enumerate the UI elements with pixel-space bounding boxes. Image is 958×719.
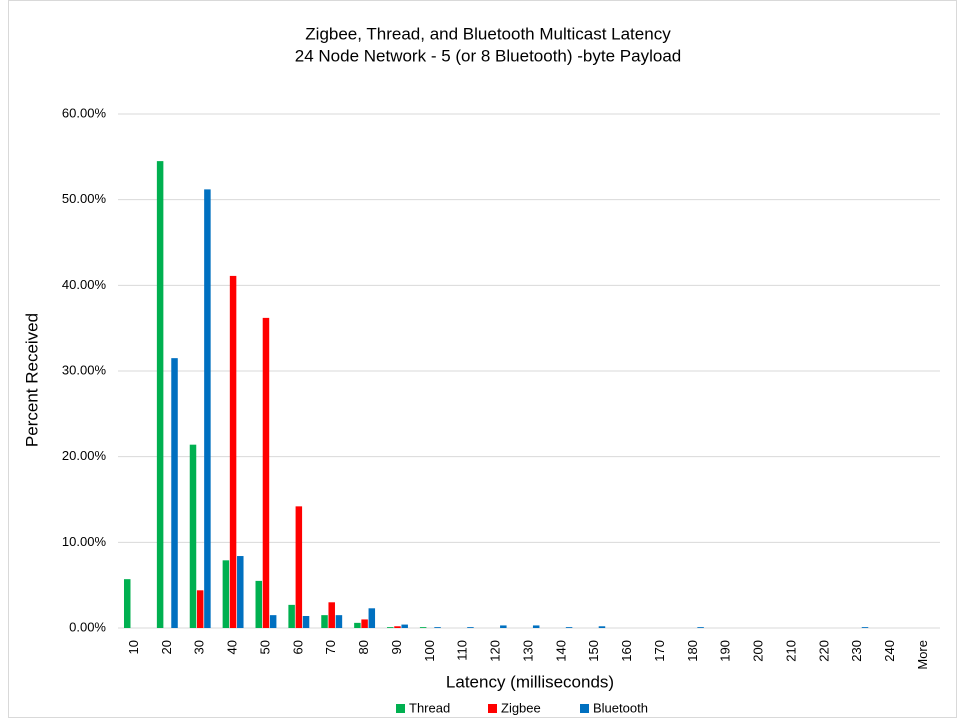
y-tick-label: 10.00% <box>62 534 107 549</box>
bar <box>302 616 310 628</box>
bar <box>697 627 704 628</box>
x-tick-label: 60 <box>290 640 305 654</box>
bar <box>861 627 869 628</box>
bar <box>434 627 441 628</box>
legend-swatch <box>396 704 405 713</box>
bar <box>229 275 237 628</box>
legend-swatch <box>580 704 589 713</box>
legend-swatch <box>488 704 497 713</box>
x-tick-label: 130 <box>520 640 535 662</box>
x-axis-label: Latency (milliseconds) <box>446 672 614 691</box>
x-tick-label: 240 <box>882 640 897 662</box>
x-tick-label: 100 <box>422 640 437 662</box>
x-tick-label: 40 <box>225 640 240 654</box>
x-tick-label: 140 <box>553 640 568 662</box>
x-tick-label: 190 <box>718 640 733 662</box>
bar <box>156 161 164 628</box>
x-tick-label: 220 <box>816 640 831 662</box>
bar <box>368 608 376 628</box>
bar <box>255 580 263 628</box>
bar <box>123 579 131 628</box>
bar <box>500 625 507 628</box>
x-tick-label: 210 <box>783 640 798 662</box>
x-tick-label: 200 <box>751 640 766 662</box>
y-tick-label: 50.00% <box>62 191 107 206</box>
bar <box>295 506 303 628</box>
bar <box>419 627 427 628</box>
bar <box>269 615 277 628</box>
bar <box>394 626 401 628</box>
legend-label: Zigbee <box>501 700 541 715</box>
bar <box>321 615 328 628</box>
legend-label: Bluetooth <box>593 700 648 715</box>
y-axis-label: Percent Received <box>22 313 41 447</box>
bar <box>598 626 606 628</box>
bar <box>565 627 573 628</box>
x-tick-label: 30 <box>192 640 207 654</box>
x-tick-label: More <box>915 640 930 670</box>
x-tick-label: 170 <box>652 640 667 662</box>
bar <box>532 625 540 628</box>
x-tick-label: 20 <box>159 640 174 654</box>
x-tick-label: 120 <box>488 640 503 662</box>
x-tick-label: 180 <box>685 640 700 662</box>
chart-subtitle: 24 Node Network - 5 (or 8 Bluetooth) -by… <box>295 46 681 65</box>
x-tick-label: 10 <box>126 640 141 654</box>
x-tick-label: 160 <box>619 640 634 662</box>
x-tick-label: 90 <box>389 640 404 654</box>
bar <box>387 627 394 628</box>
bar <box>354 622 361 628</box>
bar <box>288 604 295 628</box>
bar <box>328 602 335 628</box>
x-tick-label: 230 <box>849 640 864 662</box>
legend-label: Thread <box>409 700 450 715</box>
x-tick-label: 80 <box>356 640 371 654</box>
y-tick-label: 0.00% <box>69 619 106 634</box>
bar <box>222 560 230 628</box>
x-tick-label: 150 <box>586 640 601 662</box>
y-tick-label: 20.00% <box>62 448 107 463</box>
bar <box>262 317 270 628</box>
y-tick-label: 60.00% <box>62 105 107 120</box>
x-tick-label: 110 <box>455 640 470 661</box>
y-tick-label: 40.00% <box>62 277 107 292</box>
bar <box>237 556 244 628</box>
bar <box>204 189 211 629</box>
chart-border <box>8 0 957 718</box>
x-tick-label: 50 <box>257 640 272 654</box>
chart-title: Zigbee, Thread, and Bluetooth Multicast … <box>305 24 671 43</box>
bar <box>171 358 178 628</box>
bar <box>361 619 368 628</box>
x-tick-label: 70 <box>323 640 338 654</box>
bar <box>196 590 204 628</box>
bar <box>335 615 343 628</box>
bar <box>467 627 474 628</box>
bar <box>189 444 197 628</box>
y-tick-label: 30.00% <box>62 362 107 377</box>
bar <box>401 624 408 628</box>
